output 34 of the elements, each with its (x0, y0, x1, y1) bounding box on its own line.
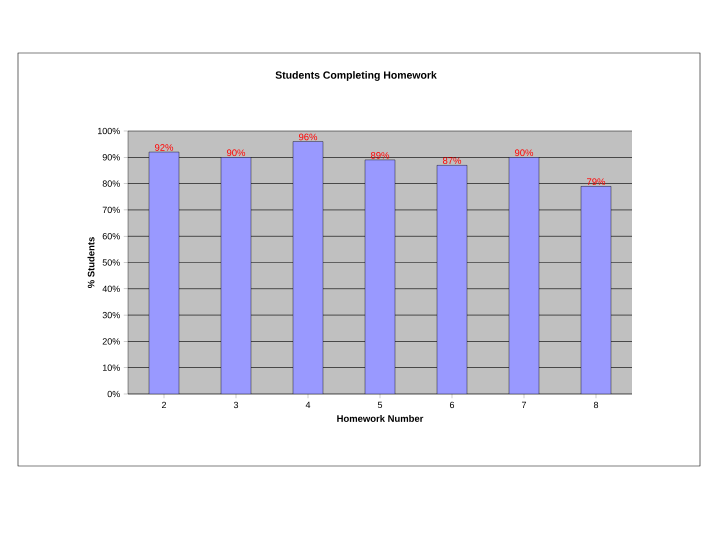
y-tick-label: 60% (102, 233, 120, 240)
y-tick-label: 90% (102, 154, 120, 160)
x-tick-label: 5 (378, 402, 382, 408)
bar (508, 157, 540, 394)
bar (292, 141, 324, 394)
y-tick-label: 70% (102, 206, 120, 214)
x-tick-label: 3 (234, 402, 238, 408)
data-label: 92% (154, 144, 174, 151)
data-label: 96% (298, 134, 318, 140)
y-tick-label: 10% (102, 364, 120, 371)
x-axis-title: Homework Number (337, 414, 424, 422)
data-label: 79% (587, 178, 606, 186)
y-tick-label: 0% (108, 390, 120, 398)
x-tick-label: 6 (450, 402, 454, 408)
data-label: 87% (442, 157, 462, 164)
bar (220, 157, 252, 394)
bar (436, 164, 468, 394)
x-tick-label: 4 (306, 402, 310, 408)
y-axis-title: % Students (88, 237, 94, 288)
bar (364, 160, 396, 394)
y-tick-label: 50% (102, 259, 120, 266)
x-tick-label: 8 (594, 402, 598, 408)
y-tick-label: 30% (102, 312, 120, 318)
chart-title: Students Completing Homework (276, 71, 437, 81)
y-tick-label: 20% (102, 338, 120, 345)
bar (580, 186, 612, 394)
x-tick-label: 7 (522, 402, 526, 408)
bar (148, 152, 180, 394)
data-label: 90% (226, 149, 246, 156)
y-tick-label: 80% (102, 180, 120, 187)
data-label: 90% (514, 149, 534, 156)
y-tick-label: 100% (98, 128, 120, 134)
x-tick-label: 2 (162, 402, 166, 408)
y-tick-label: 40% (102, 286, 120, 292)
